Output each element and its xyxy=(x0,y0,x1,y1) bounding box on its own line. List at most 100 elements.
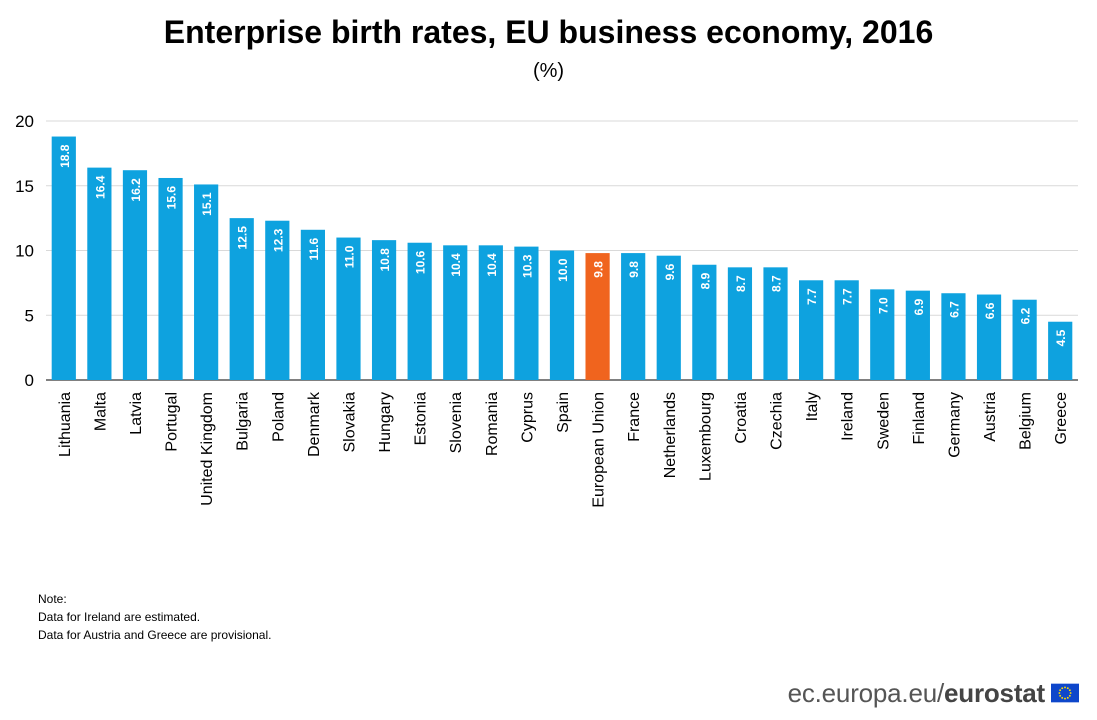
bar-germany xyxy=(941,293,966,380)
flag-star xyxy=(1058,692,1061,694)
bar-italy xyxy=(799,280,824,380)
x-tick-label: Luxembourg xyxy=(697,392,714,481)
bar-finland xyxy=(905,290,930,380)
y-tick-label: 5 xyxy=(25,306,34,325)
x-tick-label: European Union xyxy=(591,392,608,508)
bar-slovakia xyxy=(336,237,361,380)
bar-bulgaria xyxy=(229,218,254,380)
bar-france xyxy=(621,253,646,380)
bar-austria xyxy=(976,294,1002,380)
bar-poland xyxy=(265,220,290,380)
note-line: Data for Ireland are estimated. xyxy=(38,610,201,624)
x-tick-label: Greece xyxy=(1053,392,1070,445)
value-label: 9.8 xyxy=(592,261,606,278)
flag-star xyxy=(1059,689,1062,692)
value-label: 6.6 xyxy=(983,302,997,319)
y-tick-label: 20 xyxy=(15,112,34,131)
value-label: 6.9 xyxy=(912,298,926,315)
x-tick-label: Hungary xyxy=(377,392,394,452)
x-tick-label: Croatia xyxy=(733,392,750,444)
x-tick-label: Poland xyxy=(270,392,287,442)
bar-portugal xyxy=(158,177,183,380)
bar-latvia xyxy=(122,170,148,380)
bar-croatia xyxy=(727,267,753,380)
footer-brand: eurostat xyxy=(944,677,1045,708)
eurostat-footer: ec.europa.eu/ eurostat xyxy=(788,676,1079,710)
x-tick-label: Netherlands xyxy=(662,392,679,478)
bar-luxembourg xyxy=(692,264,717,380)
value-label: 8.7 xyxy=(734,275,748,292)
flag-star xyxy=(1064,697,1066,700)
bar-hungary xyxy=(371,240,397,380)
flag-star xyxy=(1059,694,1062,697)
y-axis-ticks: 0 5 10 15 20 xyxy=(15,112,34,390)
value-label: 15.6 xyxy=(165,186,179,210)
bar-denmark xyxy=(300,229,325,380)
bar-malta xyxy=(87,167,112,380)
footer-domain: ec.europa.eu/ xyxy=(787,677,945,708)
flag-star xyxy=(1068,694,1071,697)
bars xyxy=(51,136,1073,380)
value-label: 7.0 xyxy=(876,297,890,314)
bar-chart: 0 5 10 15 20 18.8 16.4 16.2 15.6 15.1 12.5 12.3 11.… xyxy=(15,112,1078,508)
flag-star xyxy=(1068,689,1071,692)
x-tick-label: Romania xyxy=(484,392,501,456)
x-tick-label: United Kingdom xyxy=(199,392,216,506)
value-label: 6.7 xyxy=(947,301,961,318)
value-label: 9.8 xyxy=(627,261,641,278)
x-tick-label: Bulgaria xyxy=(235,392,252,451)
x-tick-label: Cyprus xyxy=(519,392,536,443)
value-label: 8.7 xyxy=(770,275,784,292)
eu-flag-icon xyxy=(1051,683,1079,703)
x-tick-label: Czechia xyxy=(769,392,786,450)
flag-star xyxy=(1061,687,1064,690)
bar-czechia xyxy=(763,267,788,380)
bar-belgium xyxy=(1012,299,1037,380)
value-label: 10.6 xyxy=(414,250,428,274)
value-label: 12.3 xyxy=(271,228,285,252)
x-tick-label: Italy xyxy=(804,392,821,421)
x-tick-label: Belgium xyxy=(1018,392,1035,450)
bar-sweden xyxy=(870,289,895,380)
value-label: 11.0 xyxy=(342,245,356,268)
chart-subtitle: (%) xyxy=(532,60,565,82)
y-tick-label: 15 xyxy=(15,177,34,196)
x-tick-label: Denmark xyxy=(306,391,323,457)
flag-star xyxy=(1066,696,1069,699)
note-line: Data for Austria and Greece are provisio… xyxy=(38,628,272,642)
flag-star xyxy=(1061,696,1064,699)
x-tick-label: France xyxy=(626,392,643,442)
value-label: 15.1 xyxy=(200,192,214,216)
bar-netherlands xyxy=(656,255,681,380)
bar-lithuania xyxy=(51,136,76,380)
bar-romania xyxy=(478,245,503,380)
value-label: 11.6 xyxy=(307,237,321,260)
bar-ireland xyxy=(834,280,859,380)
x-tick-label: Malta xyxy=(92,392,109,431)
value-label: 9.6 xyxy=(663,263,677,280)
value-label: 4.5 xyxy=(1054,329,1068,346)
flag-star xyxy=(1066,687,1069,690)
value-labels: 18.8 16.4 16.2 15.6 15.1 12.5 12.3 11.6 11.0 10.8… xyxy=(58,144,1068,346)
x-tick-label: Finland xyxy=(911,392,928,444)
x-tick-label: Austria xyxy=(982,392,999,442)
y-tick-label: 0 xyxy=(25,371,34,390)
chart-title: Enterprise birth rates, EU business econ… xyxy=(163,14,934,50)
x-tick-label: Spain xyxy=(555,392,572,433)
x-tick-label: Portugal xyxy=(164,392,181,452)
value-label: 8.9 xyxy=(698,272,712,289)
x-tick-label: Slovenia xyxy=(448,392,465,453)
value-label: 12.5 xyxy=(236,226,250,250)
x-axis-ticks: Lithuania Malta Latvia Portugal United Kingd… xyxy=(57,391,1070,508)
bar-estonia xyxy=(407,242,432,380)
value-label: 10.4 xyxy=(485,253,499,277)
value-label: 18.8 xyxy=(58,144,72,168)
value-label: 7.7 xyxy=(841,288,855,305)
x-tick-label: Latvia xyxy=(128,392,145,435)
notes-heading: Note: xyxy=(38,592,67,606)
x-tick-label: Sweden xyxy=(875,392,892,450)
value-label: 10.4 xyxy=(449,253,463,277)
x-tick-label: Ireland xyxy=(840,392,857,441)
x-tick-label: Germany xyxy=(946,392,963,458)
bar-slovenia xyxy=(443,245,468,380)
